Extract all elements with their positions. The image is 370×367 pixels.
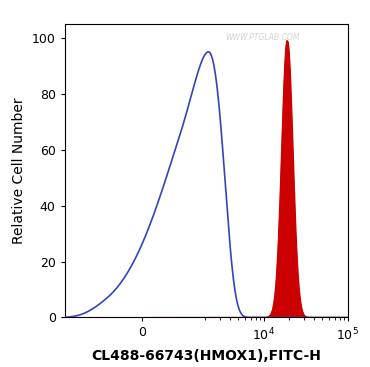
Y-axis label: Relative Cell Number: Relative Cell Number: [12, 97, 26, 244]
X-axis label: CL488-66743(HMOX1),FITC-H: CL488-66743(HMOX1),FITC-H: [91, 349, 321, 363]
Text: WWW.PTGLAB.COM: WWW.PTGLAB.COM: [226, 33, 300, 42]
